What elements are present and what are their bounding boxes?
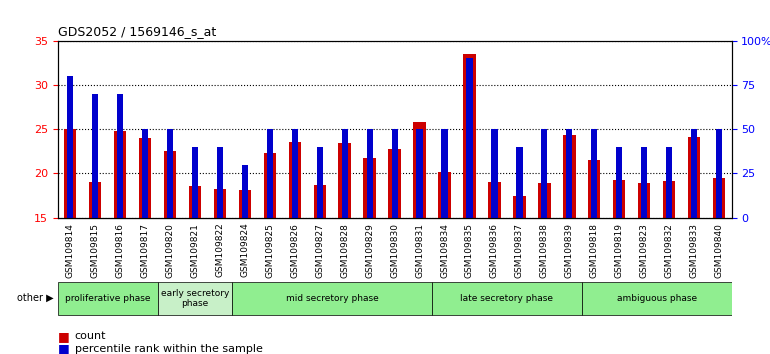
Text: late secretory phase: late secretory phase (460, 294, 554, 303)
Bar (513, 196, 526, 350)
Text: GSM109825: GSM109825 (266, 223, 274, 278)
Bar (239, 190, 251, 350)
Bar (588, 160, 601, 350)
Bar (114, 131, 126, 350)
Text: other ▶: other ▶ (17, 293, 54, 303)
Bar (663, 181, 675, 350)
Bar (342, 129, 348, 350)
Text: GSM109840: GSM109840 (715, 223, 724, 278)
Bar (164, 152, 176, 350)
Text: GSM109832: GSM109832 (665, 223, 674, 278)
Bar (666, 147, 672, 350)
Bar (217, 147, 223, 350)
Text: proliferative phase: proliferative phase (65, 294, 150, 303)
Text: GSM109834: GSM109834 (440, 223, 449, 278)
Text: GSM109817: GSM109817 (141, 223, 149, 278)
Bar (189, 186, 201, 350)
Text: GSM109821: GSM109821 (190, 223, 199, 278)
Bar (441, 129, 447, 350)
Bar (139, 138, 152, 350)
Text: GSM109830: GSM109830 (390, 223, 399, 278)
Bar (616, 147, 622, 350)
Bar (563, 135, 575, 350)
Text: GSM109819: GSM109819 (614, 223, 624, 278)
FancyBboxPatch shape (432, 281, 582, 315)
FancyBboxPatch shape (233, 281, 432, 315)
Text: GSM109837: GSM109837 (515, 223, 524, 278)
Bar (538, 183, 551, 350)
Bar (464, 54, 476, 350)
Bar (388, 149, 401, 350)
Bar (64, 129, 76, 350)
Bar (263, 153, 276, 350)
Text: ■: ■ (58, 342, 73, 354)
Text: GSM109815: GSM109815 (91, 223, 99, 278)
Bar (363, 158, 376, 350)
Bar (289, 143, 301, 350)
Text: GSM109822: GSM109822 (216, 223, 224, 278)
Bar (367, 129, 373, 350)
Bar (313, 185, 326, 350)
Bar (67, 76, 73, 350)
Text: GSM109823: GSM109823 (640, 223, 648, 278)
Bar (92, 94, 99, 350)
FancyBboxPatch shape (158, 281, 233, 315)
Bar (391, 129, 398, 350)
Bar (516, 147, 523, 350)
FancyBboxPatch shape (582, 281, 732, 315)
Text: GSM109831: GSM109831 (415, 223, 424, 278)
Bar (691, 129, 697, 350)
Text: ■: ■ (58, 330, 73, 343)
Bar (266, 129, 273, 350)
Bar (491, 129, 497, 350)
Text: GSM109838: GSM109838 (540, 223, 549, 278)
Text: GSM109818: GSM109818 (590, 223, 599, 278)
Bar (413, 122, 426, 350)
Text: GDS2052 / 1569146_s_at: GDS2052 / 1569146_s_at (58, 25, 216, 38)
Text: percentile rank within the sample: percentile rank within the sample (75, 344, 263, 354)
Text: mid secretory phase: mid secretory phase (286, 294, 379, 303)
Text: GSM109826: GSM109826 (290, 223, 300, 278)
Bar (214, 189, 226, 350)
Bar (713, 178, 725, 350)
Bar (716, 129, 722, 350)
Bar (89, 182, 102, 350)
Text: GSM109836: GSM109836 (490, 223, 499, 278)
Bar (292, 129, 298, 350)
Text: GSM109824: GSM109824 (240, 223, 249, 278)
Text: GSM109816: GSM109816 (116, 223, 125, 278)
Text: GSM109828: GSM109828 (340, 223, 350, 278)
Bar (488, 182, 500, 350)
Text: GSM109814: GSM109814 (65, 223, 75, 278)
Bar (142, 129, 148, 350)
Text: count: count (75, 331, 106, 341)
Text: GSM109839: GSM109839 (565, 223, 574, 278)
Bar (339, 143, 351, 350)
Bar (638, 183, 651, 350)
Bar (688, 137, 700, 350)
Bar (117, 94, 123, 350)
Bar (242, 165, 248, 350)
FancyBboxPatch shape (58, 281, 158, 315)
Bar (167, 129, 173, 350)
Bar (566, 129, 572, 350)
Bar (613, 180, 625, 350)
Bar (417, 129, 423, 350)
Bar (316, 147, 323, 350)
Bar (641, 147, 648, 350)
Text: GSM109827: GSM109827 (315, 223, 324, 278)
Text: GSM109833: GSM109833 (690, 223, 698, 278)
Text: GSM109829: GSM109829 (365, 223, 374, 278)
Bar (541, 129, 547, 350)
Bar (467, 58, 473, 350)
Text: GSM109820: GSM109820 (166, 223, 175, 278)
Text: GSM109835: GSM109835 (465, 223, 474, 278)
Bar (591, 129, 598, 350)
Bar (192, 147, 198, 350)
Bar (438, 172, 450, 350)
Text: early secretory
phase: early secretory phase (161, 289, 229, 308)
Text: ambiguous phase: ambiguous phase (617, 294, 697, 303)
